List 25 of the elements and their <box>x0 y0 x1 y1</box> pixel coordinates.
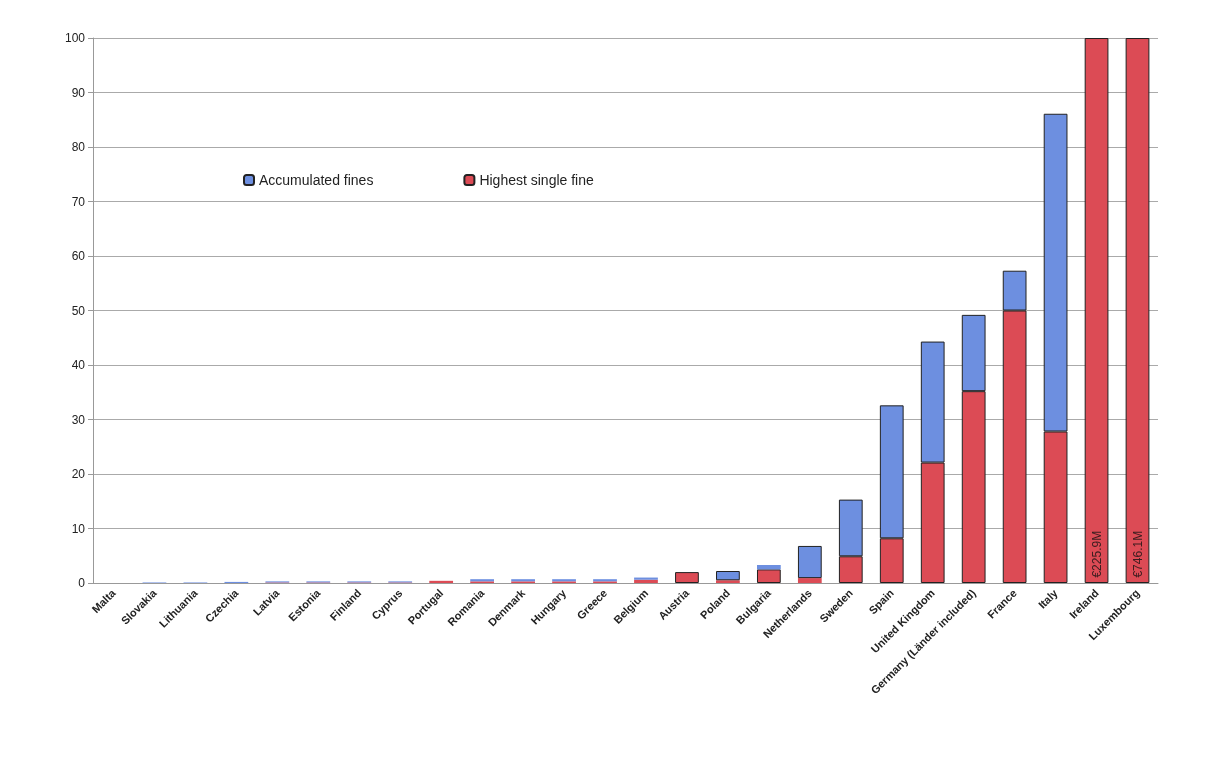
bar <box>797 545 822 579</box>
legend-label: Highest single fine <box>479 172 595 188</box>
legend-label: Accumulated fines <box>259 172 374 188</box>
y-tick-label: 80 <box>71 140 86 154</box>
bar <box>716 571 740 581</box>
bar <box>429 580 454 583</box>
bar <box>1084 38 1109 583</box>
y-tick-label: 40 <box>71 358 86 372</box>
bar <box>1125 38 1150 583</box>
bar <box>675 572 699 583</box>
annotation: €225.9M <box>1089 530 1104 578</box>
y-tick-label: 20 <box>71 467 86 481</box>
y-tick-label: 0 <box>78 576 86 590</box>
annotation: €746.1M <box>1130 530 1145 578</box>
bar <box>797 578 822 583</box>
y-tick-label: 30 <box>71 412 86 427</box>
y-tick-label: 50 <box>71 303 86 318</box>
y-tick-label: 10 <box>71 521 86 536</box>
bar <box>716 580 740 583</box>
y-tick-label: 100 <box>64 31 86 45</box>
y-tick-label: 90 <box>71 85 86 100</box>
bar <box>756 569 781 583</box>
y-tick-label: 60 <box>71 249 86 263</box>
bar <box>756 565 781 570</box>
y-tick-label: 70 <box>71 194 86 209</box>
